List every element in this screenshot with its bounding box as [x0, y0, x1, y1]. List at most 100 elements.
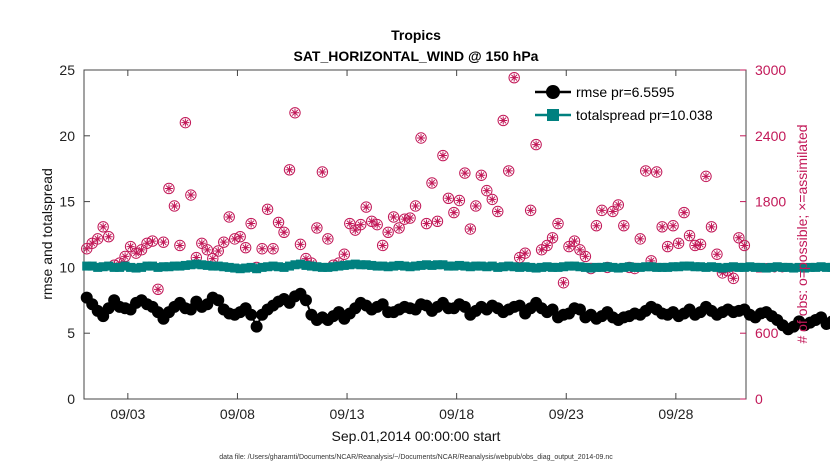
obs-assimilated-marker: [504, 166, 513, 175]
obs-point: [683, 229, 696, 242]
obs-point: [519, 247, 531, 259]
obs-assimilated-marker: [236, 232, 245, 241]
obs-possible-marker: [393, 222, 405, 234]
obs-possible-marker: [212, 245, 224, 257]
totalspread-point: [800, 263, 810, 273]
obs-point: [541, 239, 553, 252]
obs-possible-marker: [711, 248, 723, 260]
totalspread-point: [460, 261, 470, 271]
obs-possible-marker: [256, 243, 268, 255]
obs-possible-marker: [97, 221, 109, 233]
obs-point: [437, 149, 449, 162]
obs-assimilated-marker: [663, 242, 672, 251]
obs-assimilated-marker: [219, 238, 228, 247]
obs-possible-marker: [618, 220, 630, 232]
obs-assimilated-marker: [345, 219, 354, 228]
obs-point: [464, 223, 477, 235]
totalspread-point: [789, 263, 799, 273]
y-tick-label: 10: [59, 259, 75, 275]
totalspread-point: [438, 260, 448, 270]
obs-point: [387, 211, 400, 223]
obs-point: [267, 243, 279, 255]
obs-possible-marker: [239, 241, 252, 254]
obs-point: [612, 199, 625, 211]
obs-point: [157, 236, 170, 248]
legend-rmse-label: rmse pr=6.5595: [576, 84, 675, 100]
obs-assimilated-marker: [263, 205, 272, 214]
totalspread-point: [169, 261, 179, 271]
obs-point: [574, 244, 586, 256]
totalspread-point: [268, 261, 278, 271]
obs-point: [163, 182, 175, 195]
obs-assimilated-marker: [422, 219, 431, 228]
obs-point: [475, 169, 488, 181]
totalspread-point: [383, 262, 393, 272]
totalspread-point: [411, 261, 421, 271]
obs-assimilated-marker: [175, 241, 184, 250]
obs-point: [119, 250, 131, 263]
totalspread-point: [246, 262, 256, 272]
totalspread-point: [613, 263, 623, 273]
obs-assimilated-marker: [647, 256, 656, 265]
obs-assimilated-marker: [121, 252, 130, 261]
obs-assimilated-marker: [192, 253, 201, 262]
obs-assimilated-marker: [669, 221, 678, 230]
obs-possible-marker: [530, 138, 542, 151]
totalspread-point: [350, 259, 360, 269]
totalspread-point: [652, 262, 662, 272]
totalspread-point: [449, 261, 459, 271]
obs-point: [212, 245, 224, 257]
obs-possible-marker: [672, 237, 685, 249]
obs-possible-marker: [261, 203, 274, 215]
obs-assimilated-marker: [680, 208, 689, 217]
obs-point: [371, 218, 383, 231]
totalspread-point: [202, 260, 212, 270]
totalspread-point: [635, 262, 645, 272]
totalspread-point: [663, 262, 673, 272]
obs-assimilated-marker: [740, 241, 749, 250]
obs-assimilated-marker: [153, 285, 162, 294]
totalspread-point: [115, 262, 125, 272]
totalspread-point: [279, 262, 289, 272]
obs-possible-marker: [579, 250, 592, 263]
obs-assimilated-marker: [592, 221, 601, 230]
obs-possible-marker: [678, 206, 690, 219]
obs-point: [92, 233, 104, 245]
obs-assimilated-marker: [521, 249, 530, 258]
x-tick-label: 09/18: [439, 406, 474, 422]
obs-assimilated-marker: [99, 222, 108, 231]
obs-point: [201, 244, 214, 256]
totalspread-point: [597, 262, 607, 272]
totalspread-point: [389, 261, 399, 271]
totalspread-point: [717, 263, 727, 273]
obs-possible-marker: [442, 192, 455, 205]
obs-assimilated-marker: [323, 234, 332, 243]
obs-assimilated-marker: [241, 243, 250, 252]
obs-assimilated-marker: [515, 253, 524, 262]
obs-possible-marker: [163, 182, 175, 195]
totalspread-point: [487, 261, 497, 271]
totalspread-point: [520, 262, 530, 272]
obs-possible-marker: [596, 204, 608, 217]
totalspread-point: [367, 260, 377, 270]
obs-assimilated-marker: [406, 214, 415, 223]
obs-point: [442, 192, 455, 205]
totalspread-point: [679, 261, 689, 271]
obs-assimilated-marker: [104, 232, 113, 241]
obs-point: [393, 222, 405, 234]
obs-possible-marker: [733, 232, 745, 244]
totalspread-point: [761, 263, 771, 273]
totalspread-point: [230, 263, 240, 273]
totalspread-point: [822, 262, 830, 272]
totalspread-point: [553, 262, 563, 272]
x-tick-label: 09/13: [330, 406, 365, 422]
obs-possible-marker: [503, 165, 515, 177]
obs-point: [656, 221, 668, 233]
y-right-tick-label: 3000: [755, 62, 786, 78]
obs-point: [102, 230, 115, 243]
obs-possible-marker: [738, 239, 751, 252]
obs-possible-marker: [683, 229, 696, 242]
legend-rmse-marker: [546, 85, 560, 99]
obs-assimilated-marker: [181, 118, 190, 127]
totalspread-point: [400, 261, 410, 271]
